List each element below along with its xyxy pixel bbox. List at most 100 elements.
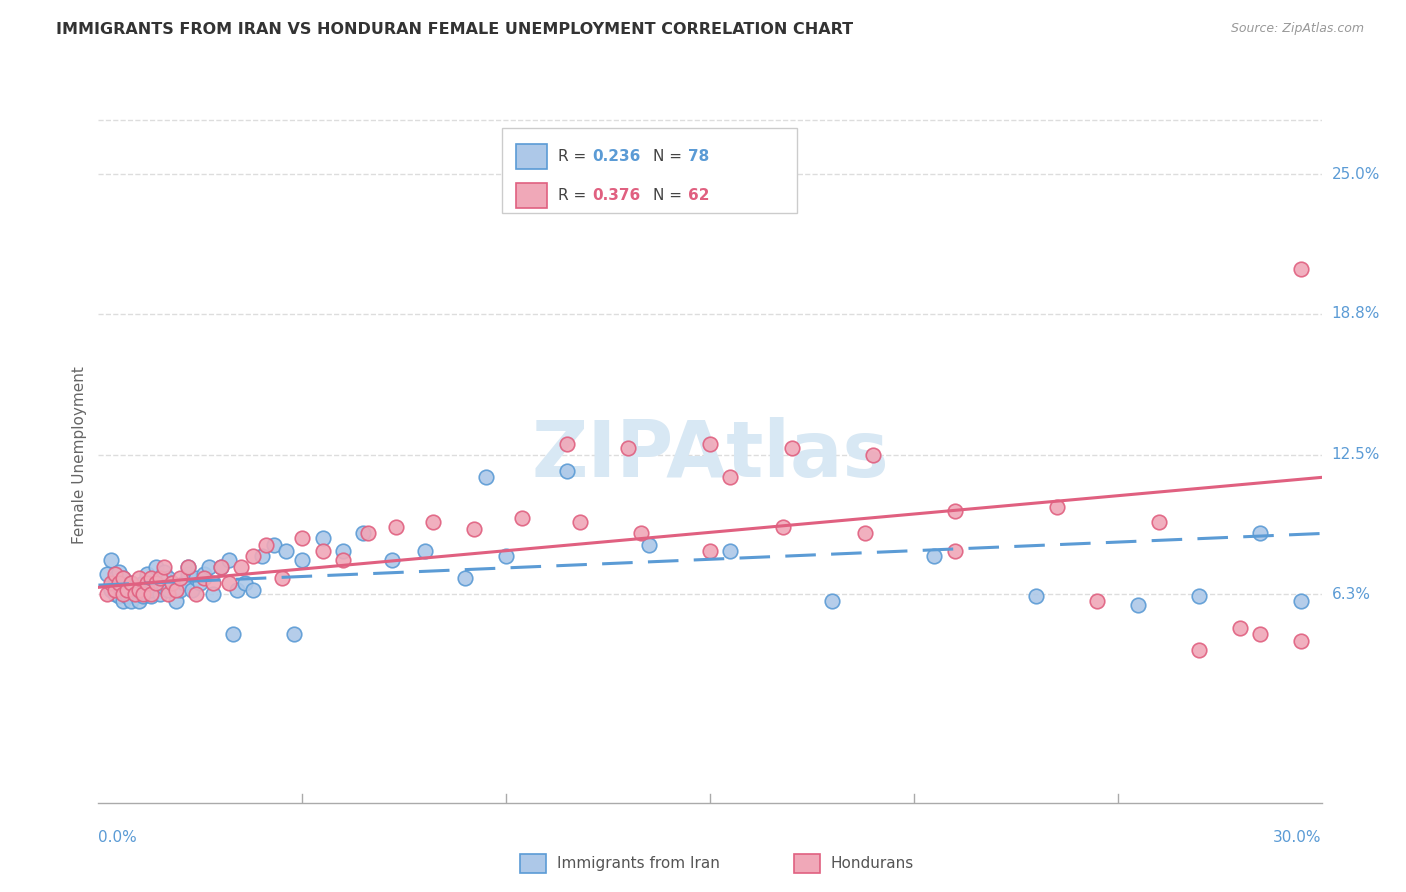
Point [141, 571, 163, 585]
Point [104, 571, 127, 585]
Text: 12.5%: 12.5% [1331, 448, 1379, 462]
Text: 62: 62 [688, 188, 709, 202]
Point [115, 590, 138, 604]
Point [283, 627, 305, 641]
Point [108, 575, 131, 590]
Point [111, 582, 134, 597]
Point [201, 587, 224, 601]
Point [169, 571, 191, 585]
Point [145, 575, 167, 590]
Text: Hondurans: Hondurans [831, 856, 914, 871]
Point [718, 544, 742, 558]
Point [128, 571, 150, 585]
Point [922, 549, 945, 563]
Point [222, 627, 245, 641]
Point [270, 571, 294, 585]
Point [218, 575, 240, 590]
Point [568, 515, 591, 529]
Point [250, 549, 273, 563]
Point [356, 526, 378, 541]
Point [1249, 627, 1271, 641]
Point [291, 531, 314, 545]
Point [1291, 594, 1313, 608]
Text: 6.3%: 6.3% [1331, 587, 1371, 601]
Point [555, 464, 579, 478]
Point [115, 578, 138, 592]
Point [160, 575, 183, 590]
Point [120, 575, 142, 590]
Point [115, 582, 138, 597]
Point [152, 580, 174, 594]
Point [141, 590, 163, 604]
Point [637, 538, 661, 552]
Point [186, 587, 208, 601]
Point [136, 580, 159, 594]
Point [145, 560, 167, 574]
Point [1085, 594, 1108, 608]
Point [104, 582, 127, 597]
Point [124, 587, 146, 601]
Point [152, 565, 174, 579]
Point [312, 544, 335, 558]
Point [104, 566, 127, 581]
Point [291, 553, 314, 567]
Text: N =: N = [652, 149, 686, 164]
Point [226, 582, 249, 597]
Text: R =: R = [558, 149, 592, 164]
Point [218, 553, 240, 567]
Point [1291, 261, 1313, 276]
Point [132, 587, 155, 601]
Text: 30.0%: 30.0% [1274, 830, 1322, 845]
Point [630, 526, 652, 541]
Point [124, 580, 146, 594]
Point [780, 441, 803, 455]
Text: Source: ZipAtlas.com: Source: ZipAtlas.com [1230, 22, 1364, 36]
Point [1025, 590, 1047, 604]
Point [152, 560, 174, 574]
Point [193, 566, 215, 581]
Point [209, 560, 232, 574]
Point [512, 510, 534, 524]
Point [699, 436, 721, 450]
Point [169, 582, 191, 597]
Point [177, 560, 200, 574]
Text: 18.8%: 18.8% [1331, 306, 1379, 321]
Point [177, 560, 200, 574]
Point [186, 571, 208, 585]
Point [555, 436, 579, 450]
Point [111, 571, 134, 585]
Point [193, 571, 215, 585]
Point [100, 582, 122, 597]
Point [132, 590, 155, 604]
Point [862, 448, 884, 462]
Point [104, 587, 127, 601]
Point [149, 587, 172, 601]
Point [128, 594, 150, 608]
Point [128, 578, 150, 592]
Text: N =: N = [652, 188, 686, 202]
Point [188, 575, 212, 590]
Point [699, 544, 721, 558]
Point [617, 441, 640, 455]
Point [136, 587, 159, 601]
Text: 0.376: 0.376 [592, 188, 640, 202]
Point [943, 544, 966, 558]
Point [124, 587, 146, 601]
Point [495, 549, 517, 563]
Point [165, 582, 187, 597]
Point [231, 560, 253, 574]
Point [111, 571, 134, 585]
Point [177, 566, 200, 581]
Point [821, 594, 844, 608]
Point [120, 582, 142, 597]
Point [149, 571, 172, 585]
Point [332, 544, 354, 558]
Point [352, 526, 374, 541]
Point [120, 575, 142, 590]
Point [156, 582, 179, 597]
Point [111, 594, 134, 608]
Point [100, 553, 122, 567]
Point [1249, 526, 1271, 541]
Text: R =: R = [558, 188, 592, 202]
Point [141, 587, 163, 601]
